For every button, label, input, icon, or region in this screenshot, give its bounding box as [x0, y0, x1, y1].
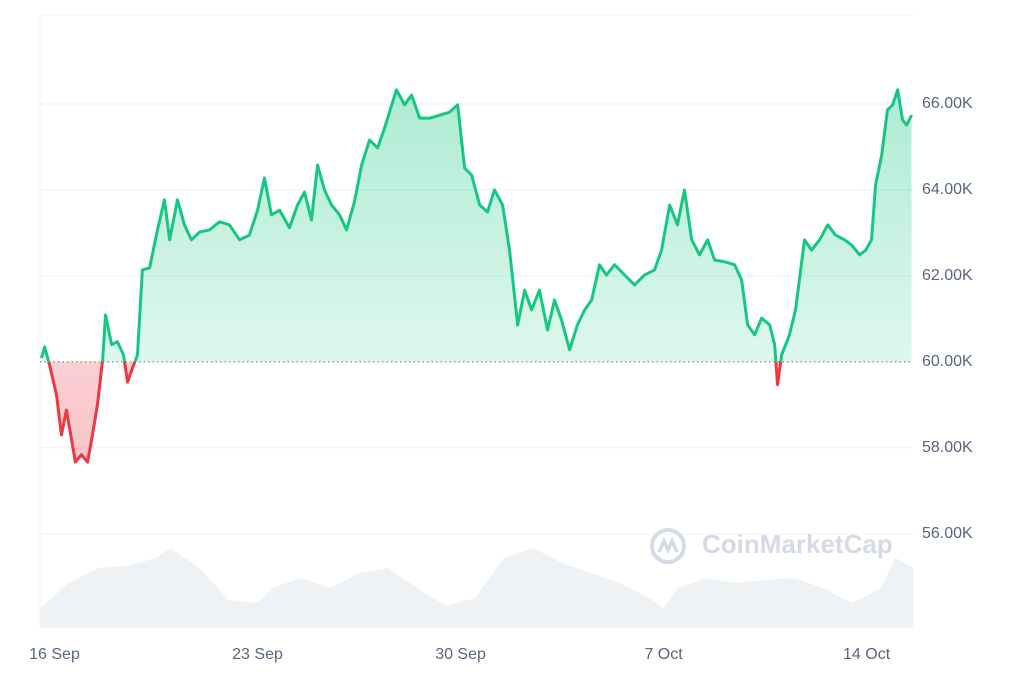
y-tick-label: 66.00K [922, 95, 973, 112]
price-line-below [47, 361, 783, 464]
x-tick-label: 23 Sep [232, 646, 283, 663]
x-tick-label: 7 Oct [644, 646, 683, 663]
x-tick-label: 16 Sep [29, 646, 80, 663]
watermark-logo [650, 528, 686, 564]
x-tick-label: 14 Oct [843, 646, 891, 663]
y-tick-label: 58.00K [922, 439, 973, 456]
y-tick-label: 60.00K [922, 353, 973, 370]
price-line-above [40, 88, 913, 362]
watermark: CoinMarketCap [702, 529, 893, 559]
y-tick-label: 62.00K [922, 267, 973, 284]
area-above [41, 89, 912, 362]
volume-area [40, 548, 913, 628]
y-tick-label: 56.00K [922, 525, 973, 542]
x-tick-label: 30 Sep [435, 646, 486, 663]
y-tick-label: 64.00K [922, 181, 973, 198]
